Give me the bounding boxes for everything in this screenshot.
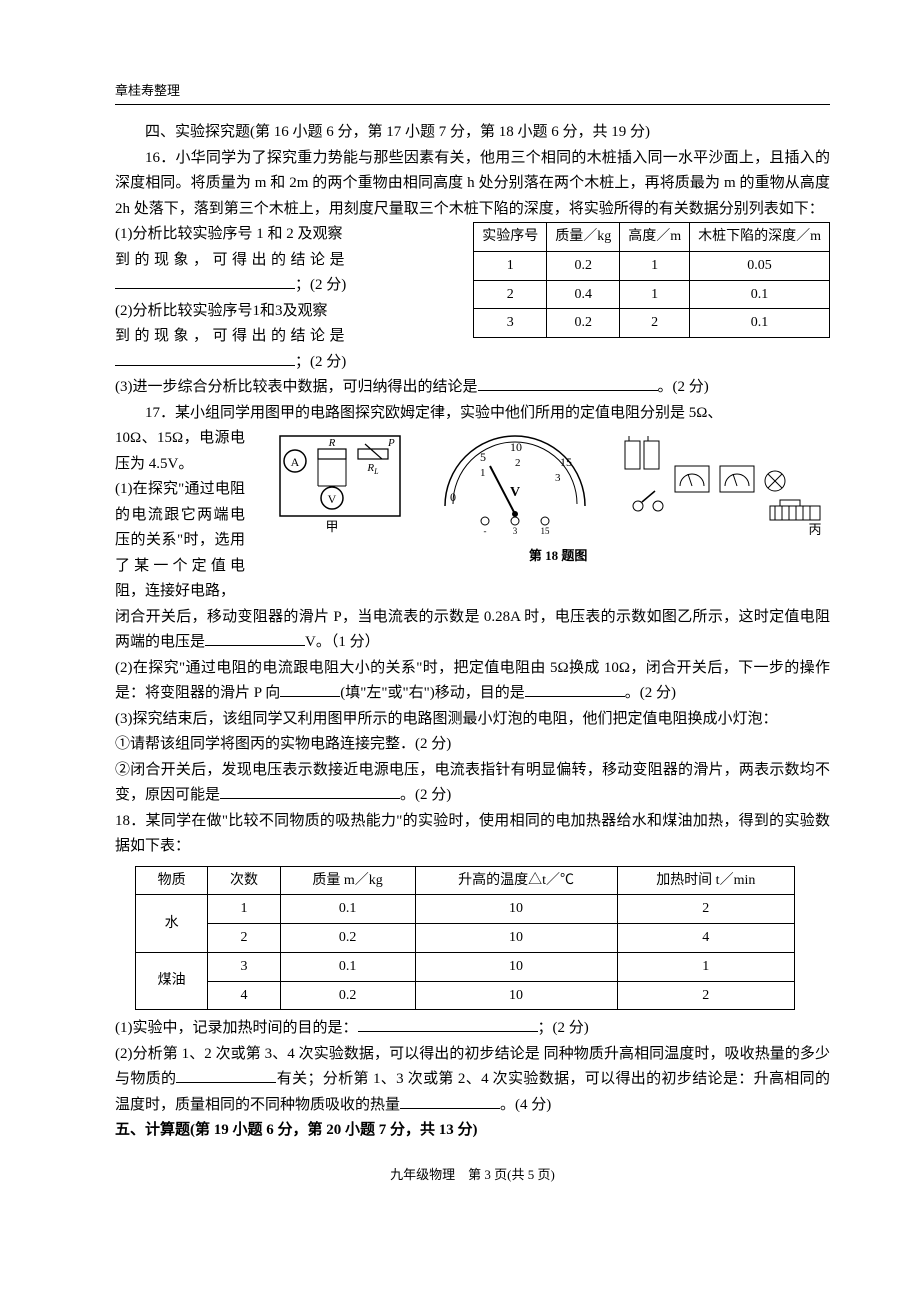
blank-fill [205, 630, 305, 646]
q18-p2: (2)分析第 1、2 次或第 3、4 次实验数据，可以得出的初步结论是 同种物质… [115, 1042, 830, 1119]
q16-p2c: ；(2 分) [115, 350, 830, 376]
svg-text:-: - [484, 526, 487, 536]
blank-fill [220, 783, 400, 799]
q17-p3a: ①请帮该组同学将图丙的实物电路连接完整．(2 分) [115, 732, 830, 758]
q16-th-0: 实验序号 [474, 223, 547, 252]
q17-figures: A R P RL V 甲 [270, 426, 830, 567]
q17-after1: 闭合开关后，移动变阻器的滑片 P，当电流表的示数是 0.28A 时，电压表的示数… [115, 605, 830, 656]
q18-table: 物质 次数 质量 m／kg 升高的温度△t／℃ 加热时间 t／min 水 1 0… [135, 866, 795, 1011]
table-row: 2 0.2 10 4 [136, 924, 795, 953]
svg-text:15: 15 [541, 526, 551, 536]
blank-fill [115, 273, 295, 289]
svg-text:0: 0 [450, 490, 456, 504]
figure-caption: 乙 第 18 题图 [270, 545, 830, 567]
q17-left-text: 10Ω、15Ω，电源电压为 4.5V。 (1)在探究"通过电阻的电流跟它两端电压… [115, 426, 245, 605]
svg-text:1: 1 [480, 467, 486, 479]
svg-text:P: P [387, 437, 395, 449]
page-header: 章桂寿整理 [115, 80, 830, 105]
table-row: 1 0.2 1 0.05 [474, 251, 830, 280]
q16-th-1: 质量／kg [547, 223, 620, 252]
physical-bing-icon: 丙 [620, 436, 830, 543]
q18-intro: 18．某同学在做"比较不同物质的吸热能力"的实验时，使用相同的电加热器给水和煤油… [115, 809, 830, 860]
table-row: 煤油 3 0.1 10 1 [136, 952, 795, 981]
table-row: 4 0.2 10 2 [136, 981, 795, 1010]
table-row: 物质 次数 质量 m／kg 升高的温度△t／℃ 加热时间 t／min [136, 866, 795, 895]
svg-text:R: R [328, 437, 336, 449]
svg-text:5: 5 [480, 450, 486, 464]
q16-p3: (3)进一步综合分析比较表中数据，可归纳得出的结论是。(2 分) [115, 375, 830, 401]
blank-fill [478, 375, 658, 391]
label-jia: 甲 [325, 519, 338, 534]
table-row: 水 1 0.1 10 2 [136, 895, 795, 924]
blank-fill [280, 681, 340, 697]
svg-text:V: V [510, 485, 520, 500]
svg-text:3: 3 [555, 472, 561, 484]
q17-p2: (2)在探究"通过电阻的电流跟电阻大小的关系"时，把定值电阻由 5Ω换成 10Ω… [115, 656, 830, 707]
section4-title: 四、实验探究题(第 16 小题 6 分，第 17 小题 7 分，第 18 小题 … [115, 120, 830, 146]
svg-text:RL: RL [366, 462, 379, 476]
header-author: 章桂寿整理 [115, 83, 180, 98]
svg-text:15: 15 [560, 455, 572, 469]
q17-intro: 17．某小组同学用图甲的电路图探究欧姆定律，实验中他们所用的定值电阻分别是 5Ω… [115, 401, 830, 427]
svg-text:3: 3 [513, 526, 518, 536]
q16-th-2: 高度／m [620, 223, 690, 252]
q16-table: 实验序号 质量／kg 高度／m 木桩下陷的深度／m 1 0.2 1 0.05 2… [473, 222, 830, 338]
svg-text:A: A [291, 455, 300, 469]
svg-text:2: 2 [515, 457, 521, 469]
blank-fill [115, 350, 295, 366]
voltmeter-yi-icon: 0 5 10 15 1 2 3 V - 3 [425, 426, 605, 543]
blank-fill [400, 1093, 500, 1109]
svg-text:10: 10 [510, 440, 522, 454]
section5-title: 五、计算题(第 19 小题 6 分，第 20 小题 7 分，共 13 分) [115, 1118, 830, 1144]
circuit-jia-icon: A R P RL V 甲 [270, 426, 410, 543]
table-row: 实验序号 质量／kg 高度／m 木桩下陷的深度／m [474, 223, 830, 252]
table-row: 2 0.4 1 0.1 [474, 280, 830, 309]
svg-text:V: V [328, 492, 337, 506]
main-content: 四、实验探究题(第 16 小题 6 分，第 17 小题 7 分，第 18 小题 … [115, 120, 830, 1186]
page-footer: 九年级物理 第 3 页(共 5 页) [115, 1164, 830, 1186]
q17-p3b: ②闭合开关后，发现电压表示数接近电源电压，电流表指针有明显偏转，移动变阻器的滑片… [115, 758, 830, 809]
svg-text:丙: 丙 [808, 522, 821, 536]
blank-fill [525, 681, 625, 697]
q17-figure-row: 10Ω、15Ω，电源电压为 4.5V。 (1)在探究"通过电阻的电流跟它两端电压… [115, 426, 830, 605]
blank-fill [176, 1067, 276, 1083]
q16-intro: 16．小华同学为了探究重力势能与那些因素有关，他用三个相同的木桩插入同一水平沙面… [115, 146, 830, 223]
q16-th-3: 木桩下陷的深度／m [690, 223, 830, 252]
q17-p3: (3)探究结束后，该组同学又利用图甲所示的电路图测最小灯泡的电阻，他们把定值电阻… [115, 707, 830, 733]
blank-fill [358, 1016, 538, 1032]
q18-p1: (1)实验中，记录加热时间的目的是：；(2 分) [115, 1016, 830, 1042]
table-row: 3 0.2 2 0.1 [474, 309, 830, 338]
